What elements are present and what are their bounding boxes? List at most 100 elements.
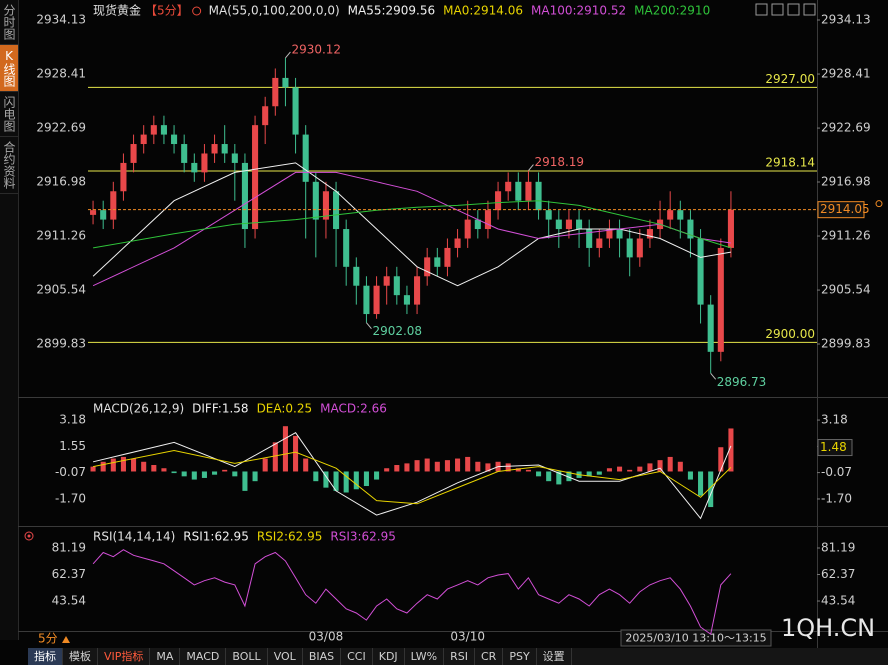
- candle-body: [363, 285, 370, 315]
- candle-body: [262, 106, 269, 126]
- macd-bar: [596, 471, 602, 475]
- y-tick-label-left: -0.07: [55, 465, 86, 479]
- macd-bar: [505, 463, 511, 472]
- icon-button[interactable]: [755, 3, 768, 16]
- y-tick-label-right: 81.19: [821, 541, 855, 555]
- y-tick-label-left: 2899.83: [36, 336, 86, 350]
- candle-body: [211, 144, 218, 154]
- y-tick-label-left: 43.54: [52, 594, 86, 608]
- toolbar-item[interactable]: 模板: [63, 648, 98, 665]
- candle-body: [282, 77, 289, 88]
- candle-body: [444, 247, 451, 267]
- period-tag: 【5分】: [145, 4, 189, 18]
- macd-bar: [343, 471, 349, 493]
- candle-body: [322, 191, 329, 220]
- macd-bar: [485, 463, 491, 472]
- chart: 5分 2025/03/10 13:10～13:15 1QH.CN 2934.13…: [18, 0, 888, 648]
- tab-contract[interactable]: 合约资料: [0, 137, 18, 194]
- tab-flash[interactable]: 闪电图: [0, 92, 18, 137]
- macd-bar: [90, 466, 96, 472]
- macd-bar: [586, 471, 592, 477]
- candle-body: [464, 219, 471, 239]
- y-tick-label-right: 2911.26: [821, 229, 871, 243]
- candle-body: [454, 238, 461, 248]
- y-tick-label-left: 2911.26: [36, 229, 86, 243]
- macd-bar: [667, 456, 673, 472]
- ma-line: [93, 200, 732, 249]
- toolbar-item[interactable]: 设置: [537, 648, 572, 665]
- y-tick-label-right: 62.37: [821, 567, 855, 581]
- toolbar-item[interactable]: RSI: [444, 648, 475, 665]
- legend-entry: DEA:0.25: [257, 402, 313, 416]
- legend-entry: MA100:2910.52: [531, 4, 626, 18]
- last-price-box: [817, 201, 865, 219]
- period-label[interactable]: 5分: [38, 632, 58, 646]
- candle-body: [292, 87, 299, 135]
- y-tick-label-left: 81.19: [52, 541, 86, 555]
- candle-body: [434, 257, 441, 267]
- toolbar-item[interactable]: BIAS: [303, 648, 342, 665]
- candle-body: [343, 229, 350, 267]
- candle-body: [586, 229, 593, 248]
- candle-body: [707, 304, 714, 352]
- candle-body: [626, 238, 633, 258]
- x-tick-label: 03/10: [450, 630, 485, 644]
- toolbar-item[interactable]: LW%: [405, 648, 445, 665]
- macd-bar: [515, 468, 521, 472]
- candle-body: [191, 162, 198, 173]
- macd-bar: [566, 471, 572, 482]
- legend-entry: RSI1:62.95: [183, 530, 249, 544]
- y-tick-label-left: 2928.41: [36, 67, 86, 81]
- toolbar-item[interactable]: 指标: [28, 648, 63, 665]
- tab-intraday[interactable]: 分时图: [0, 0, 18, 45]
- cursor-value-label: 1.48: [820, 440, 847, 454]
- high-label: 2930.12: [291, 42, 341, 56]
- macd-bar: [708, 471, 714, 508]
- candle-body: [596, 238, 603, 248]
- icon-button[interactable]: [771, 3, 784, 16]
- candle-body: [697, 238, 704, 305]
- tab-kline[interactable]: K线图: [0, 45, 18, 92]
- toolbar-item[interactable]: PSY: [503, 648, 537, 665]
- toolbar-item[interactable]: VIP指标: [98, 648, 151, 665]
- period-arrow[interactable]: [62, 636, 70, 643]
- candle-body: [221, 144, 228, 154]
- macd-bar: [698, 471, 704, 496]
- candle-body: [140, 134, 147, 145]
- candle-body: [252, 125, 259, 230]
- candle-body: [545, 210, 552, 220]
- candle-body: [616, 229, 623, 239]
- macd-bar: [657, 460, 663, 472]
- extreme-connector: [285, 51, 291, 59]
- candle-body: [312, 181, 319, 220]
- toolbar-item[interactable]: BOLL: [226, 648, 268, 665]
- toolbar-item[interactable]: CR: [475, 648, 504, 665]
- macd-bar: [252, 471, 258, 482]
- toolbar-item[interactable]: VOL: [268, 648, 303, 665]
- toolbar-item[interactable]: MACD: [180, 648, 227, 665]
- toolbar-item[interactable]: CCI: [341, 648, 373, 665]
- macd-bar: [282, 426, 288, 472]
- candle-body: [484, 210, 491, 230]
- macd-bar: [272, 442, 278, 472]
- level-label: 2927.00: [765, 72, 815, 86]
- rsi-icon[interactable]: [24, 531, 34, 541]
- time-range: 2025/03/10 13:10～13:15: [625, 632, 766, 645]
- candle-body: [383, 276, 390, 286]
- icon-button[interactable]: [787, 3, 800, 16]
- toolbar-item[interactable]: KDJ: [373, 648, 405, 665]
- toolbar-item[interactable]: MA: [150, 648, 181, 665]
- toggle-icon: [192, 6, 202, 16]
- macd-bar: [363, 471, 369, 487]
- rsi-line: [92, 549, 732, 636]
- candle-body: [677, 210, 684, 220]
- icon-button[interactable]: [803, 3, 816, 16]
- candle-body: [576, 219, 583, 230]
- macd-bar: [424, 458, 430, 472]
- macd-bar: [728, 428, 734, 472]
- level-label: 2900.00: [765, 327, 815, 341]
- y-tick-label-right: 43.54: [821, 594, 855, 608]
- y-tick-label-right: 3.18: [821, 413, 848, 427]
- last-price-label: 2914.05: [820, 202, 870, 216]
